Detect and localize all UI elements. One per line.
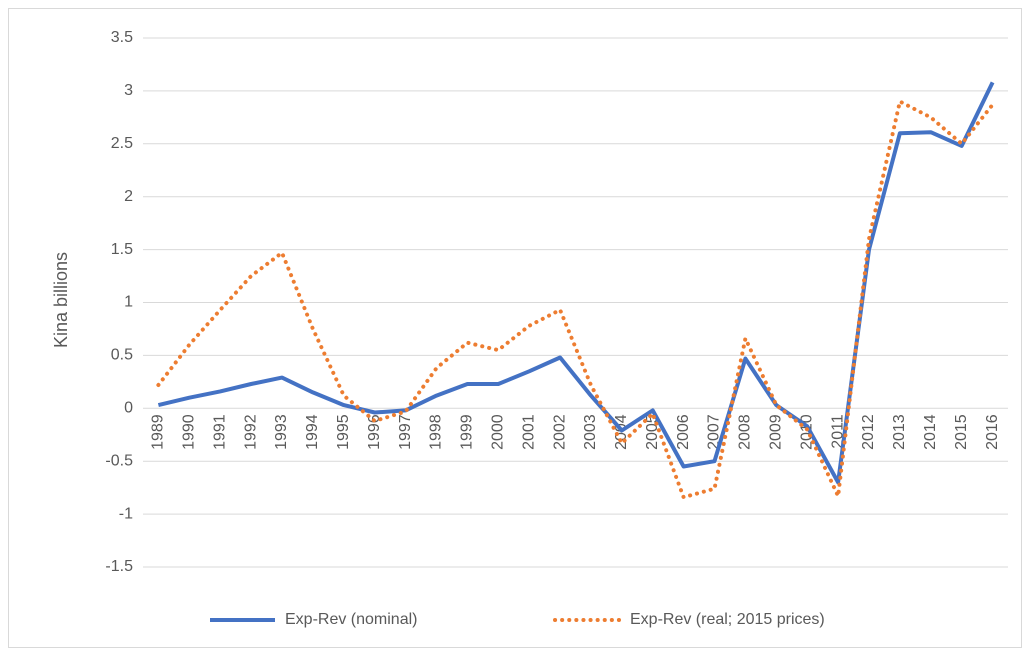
x-tick-label: 2006 bbox=[675, 414, 692, 450]
x-tick-label: 2001 bbox=[520, 414, 537, 450]
x-tick-label: 1991 bbox=[211, 414, 228, 450]
chart-border bbox=[8, 8, 1022, 648]
x-tick-label: 2016 bbox=[984, 414, 1001, 450]
x-tick-label: 2000 bbox=[489, 414, 506, 450]
x-tick-label: 2003 bbox=[582, 414, 599, 450]
x-tick-label: 1993 bbox=[273, 414, 290, 450]
x-tick-label: 1990 bbox=[181, 414, 198, 450]
y-tick-label: 2 bbox=[124, 188, 133, 205]
legend-label: Exp-Rev (real; 2015 prices) bbox=[630, 611, 825, 628]
x-tick-label: 1989 bbox=[150, 414, 167, 450]
x-tick-label: 2009 bbox=[768, 414, 785, 450]
y-axis-title: Kina billions bbox=[51, 252, 71, 348]
x-tick-label: 2013 bbox=[891, 414, 908, 450]
y-tick-label: -1 bbox=[119, 505, 133, 522]
legend-label: Exp-Rev (nominal) bbox=[285, 611, 417, 628]
y-tick-label: 3 bbox=[124, 82, 133, 99]
x-tick-label: 2010 bbox=[798, 414, 815, 450]
y-tick-label: 3.5 bbox=[111, 29, 133, 46]
y-tick-label: -0.5 bbox=[105, 452, 133, 469]
x-tick-label: 2008 bbox=[737, 414, 754, 450]
x-tick-label: 2002 bbox=[551, 414, 568, 450]
x-tick-label: 1995 bbox=[335, 414, 352, 450]
x-tick-label: 2007 bbox=[706, 414, 723, 450]
x-tick-label: 1992 bbox=[242, 414, 259, 450]
x-tick-label: 1997 bbox=[397, 414, 414, 450]
y-tick-label: 1 bbox=[124, 294, 133, 311]
y-tick-label: 0.5 bbox=[111, 347, 133, 364]
x-tick-label: 1998 bbox=[428, 414, 445, 450]
y-tick-label: 2.5 bbox=[111, 135, 133, 152]
x-tick-label: 1994 bbox=[304, 414, 321, 450]
x-tick-label: 2014 bbox=[922, 414, 939, 450]
x-tick-label: 2015 bbox=[953, 414, 970, 450]
x-tick-label: 1999 bbox=[459, 414, 476, 450]
x-tick-label: 2012 bbox=[860, 414, 877, 450]
y-tick-label: 0 bbox=[124, 400, 133, 417]
x-tick-label: 1996 bbox=[366, 414, 383, 450]
y-tick-label: 1.5 bbox=[111, 241, 133, 258]
y-tick-label: -1.5 bbox=[105, 558, 133, 575]
